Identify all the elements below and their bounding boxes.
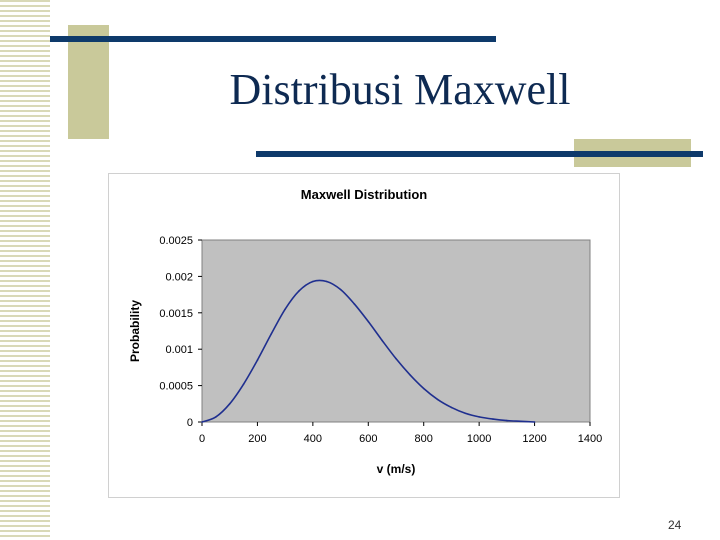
chart-title: Maxwell Distribution bbox=[301, 187, 427, 202]
data-point bbox=[228, 403, 231, 405]
data-point bbox=[353, 303, 356, 305]
x-tick-label: 400 bbox=[304, 433, 322, 445]
data-point bbox=[367, 320, 370, 323]
x-tick-label: 200 bbox=[248, 433, 266, 445]
x-tick-label: 1400 bbox=[578, 433, 602, 445]
y-tick-label: 0 bbox=[187, 417, 193, 429]
title-accent-block-left bbox=[68, 25, 109, 139]
plot-area bbox=[201, 239, 591, 423]
chart-frame: Maxwell Distribution 0 0.0005 0.001 0.0015 0… bbox=[108, 173, 620, 498]
y-tick-label: 0.0015 bbox=[159, 308, 193, 320]
y-axis-ticks: 0 0.0005 0.001 0.0015 0.002 0.0025 bbox=[159, 235, 202, 429]
x-tick-label: 1000 bbox=[467, 433, 491, 445]
maxwell-distribution-chart: Maxwell Distribution 00.00050.0010.00150… bbox=[128, 187, 602, 476]
x-tick-label: 1200 bbox=[522, 433, 546, 445]
data-point bbox=[422, 387, 425, 390]
x-tick-label: 0 bbox=[199, 433, 205, 445]
striped-margin-decoration bbox=[0, 0, 50, 540]
data-point bbox=[270, 333, 273, 335]
data-point bbox=[381, 339, 383, 342]
page-number: 24 bbox=[668, 518, 682, 532]
series-points bbox=[201, 280, 536, 423]
data-point bbox=[533, 421, 536, 423]
data-point bbox=[506, 419, 508, 422]
data-point bbox=[464, 412, 467, 415]
y-tick-label: 0.002 bbox=[165, 271, 193, 283]
x-tick-label: 600 bbox=[359, 433, 377, 445]
x-tick-label: 800 bbox=[415, 433, 433, 445]
data-point bbox=[450, 406, 453, 409]
data-point bbox=[298, 290, 300, 292]
slide-title: Distribusi Maxwell bbox=[229, 65, 571, 114]
data-point bbox=[325, 280, 328, 283]
data-point bbox=[312, 280, 314, 283]
data-point bbox=[256, 359, 259, 361]
x-axis-ticks: 0 200 400 600 800 1000 1200 1400 bbox=[199, 422, 602, 445]
y-tick-label: 0.0025 bbox=[159, 235, 193, 247]
data-point bbox=[242, 383, 245, 385]
data-point bbox=[339, 288, 342, 291]
y-axis-label: Probability bbox=[128, 300, 142, 362]
title-accent-bar-top bbox=[50, 36, 496, 42]
data-point bbox=[395, 357, 397, 360]
data-point bbox=[436, 398, 439, 401]
data-point bbox=[409, 373, 411, 376]
y-tick-label: 0.0005 bbox=[159, 381, 193, 393]
data-point bbox=[284, 308, 286, 310]
title-accent-bar-bottom bbox=[256, 151, 703, 157]
data-point bbox=[215, 416, 217, 418]
y-tick-label: 0.001 bbox=[165, 344, 193, 356]
data-point bbox=[492, 418, 494, 420]
data-point bbox=[519, 420, 522, 423]
data-point bbox=[478, 416, 480, 418]
x-axis-label: v (m/s) bbox=[377, 462, 416, 476]
data-point bbox=[201, 421, 203, 423]
